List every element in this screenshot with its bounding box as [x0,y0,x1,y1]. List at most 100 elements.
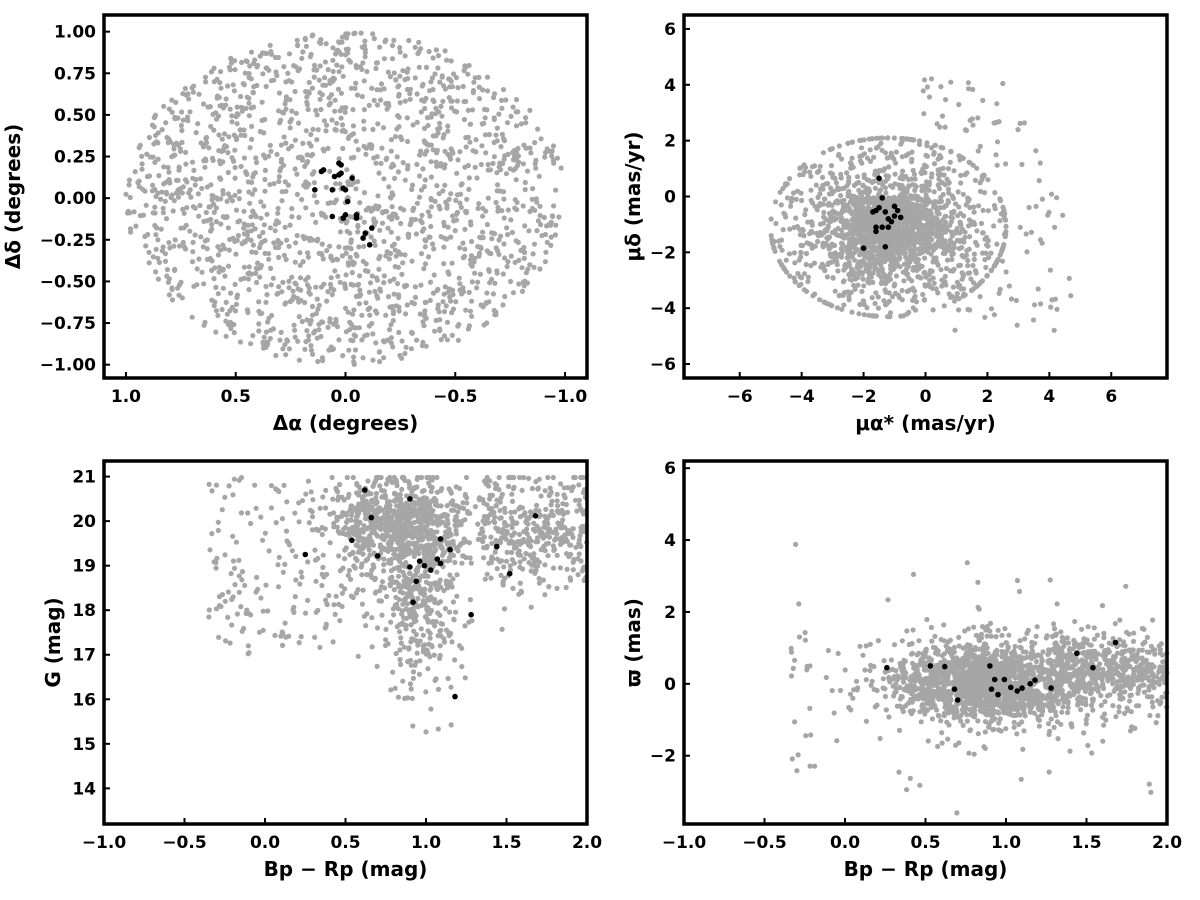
field-star-point [305,158,311,165]
field-star-point [531,551,537,557]
field-star-point [846,188,852,194]
y-tick-label: −2 [650,243,676,263]
field-star-point [374,275,380,281]
field-star-point [216,132,222,138]
field-star-point [312,547,318,553]
field-star-point [465,107,471,113]
field-star-point [958,172,964,178]
field-star-point [934,121,940,127]
field-star-point [389,42,396,49]
field-star-point [345,309,351,315]
field-star-point [487,280,493,286]
field-star-point [943,282,949,288]
field-star-point [921,111,927,117]
field-star-point [282,224,288,230]
field-star-point [872,168,879,174]
field-star-point [342,129,348,135]
field-star-point [886,298,892,304]
field-star-point [448,298,454,304]
field-star-point [418,626,424,632]
field-star-point [309,303,316,310]
field-star-point [914,267,920,273]
field-star-point [232,582,238,588]
field-star-point [393,253,399,259]
field-star-point [296,314,302,320]
field-star-point [992,190,998,196]
field-star-point [343,272,349,278]
member-star-point [329,187,336,193]
field-star-point [533,157,539,163]
field-star-point [832,175,838,181]
field-star-point [914,231,920,237]
field-star-point [305,250,311,256]
field-star-point [911,294,918,300]
member-star-point [888,218,895,225]
field-star-point [780,227,786,233]
member-star-point [870,209,876,215]
field-star-point [446,95,452,101]
field-star-point [798,254,804,260]
field-star-point [267,42,273,48]
field-star-point [347,214,353,220]
field-star-point [965,257,971,264]
field-star-point [1066,275,1072,281]
field-star-point [230,558,237,564]
field-star-point [459,288,465,294]
field-star-point [819,174,826,180]
field-star-point [454,109,460,115]
field-star-point [1028,229,1034,235]
field-star-point [433,111,439,117]
field-star-point [310,126,316,132]
field-star-point [250,242,256,248]
field-star-point [371,238,377,244]
field-star-point [408,346,414,352]
field-star-point [422,261,429,267]
field-star-point [421,266,427,272]
field-star-point [501,215,507,221]
field-star-point [396,93,402,99]
field-star-point [192,232,198,238]
field-star-point [406,37,412,44]
field-star-point [391,474,397,481]
field-star-point [402,53,408,59]
field-star-point [977,294,983,300]
field-star-point [255,260,261,266]
field-star-point [390,161,396,167]
x-tick-label: −1.0 [543,387,588,407]
field-star-point [392,264,398,270]
field-star-point [981,190,988,196]
field-star-point [323,214,329,220]
field-star-point [484,320,490,326]
field-star-point [424,148,430,154]
field-star-point [466,62,472,69]
field-star-point [318,106,324,113]
field-star-point [457,245,463,251]
field-star-point [909,247,916,253]
field-star-point [209,531,215,537]
field-star-point [463,208,470,215]
field-star-point [162,258,169,264]
field-star-point [208,123,214,130]
field-star-point [249,249,255,255]
field-star-point [248,49,255,55]
field-star-point [968,287,975,293]
field-star-point [281,64,287,70]
field-star-point [508,515,514,521]
field-star-point [419,212,425,218]
field-star-point [258,262,264,269]
field-star-point [201,281,207,287]
field-star-point [941,172,947,178]
field-star-point [363,623,369,629]
field-star-point [396,114,402,120]
field-star-point [437,120,443,126]
field-star-point [152,159,158,165]
field-star-point [303,184,309,190]
field-star-point [225,150,231,156]
field-star-point [968,220,974,227]
field-star-point [974,228,980,234]
field-star-point [416,64,422,70]
field-star-point [530,186,536,192]
field-star-point [516,281,522,287]
field-star-point [519,288,526,294]
field-star-point [801,162,807,168]
